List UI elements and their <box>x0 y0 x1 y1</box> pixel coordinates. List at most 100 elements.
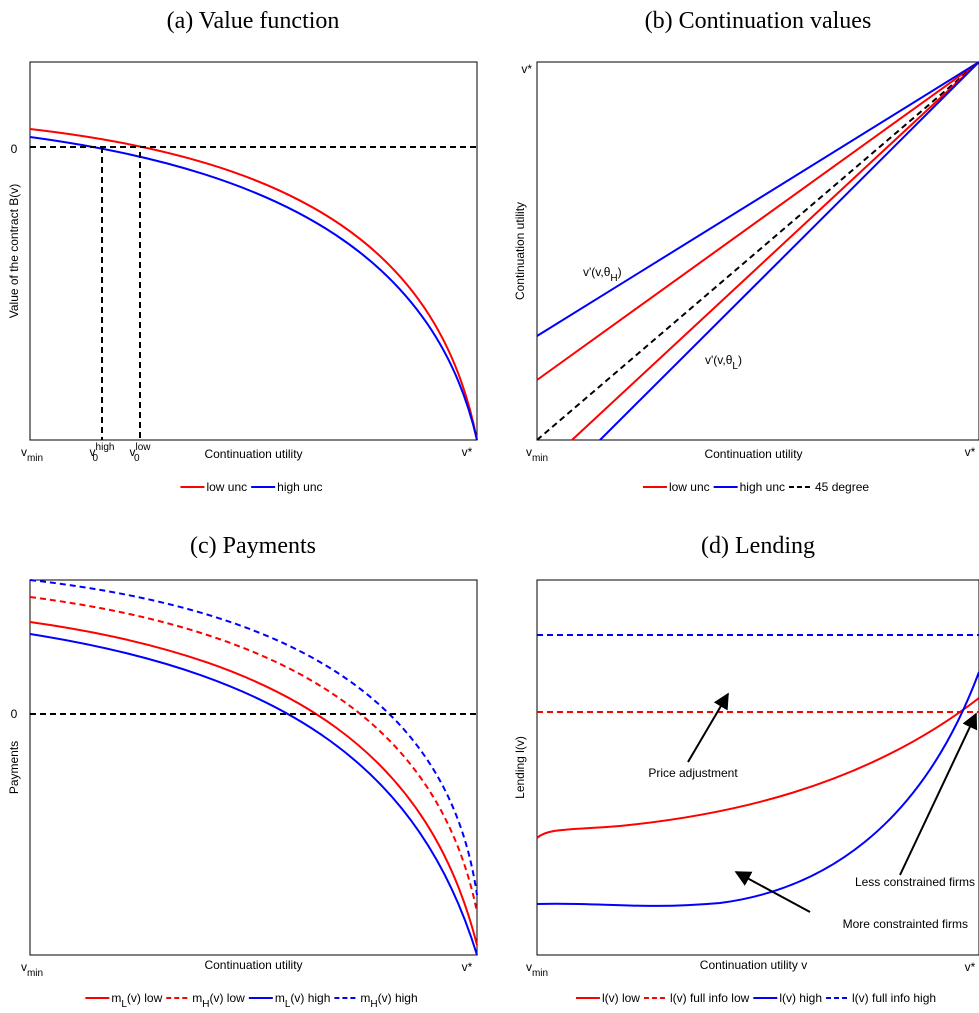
annotation-part: L <box>732 361 738 372</box>
legend-label: low unc <box>669 480 710 494</box>
legend-label-part: (v) low <box>209 991 245 1005</box>
x-tick-label: vmin <box>21 445 43 464</box>
legend-label: high unc <box>740 480 785 494</box>
x-tick-label: vmin <box>526 960 548 979</box>
x-tick-label-part: min <box>27 968 43 979</box>
curve <box>536 61 979 441</box>
curve <box>599 61 979 441</box>
arrow <box>899 712 978 876</box>
curve <box>29 596 478 913</box>
curve <box>536 697 979 839</box>
x-tick-label-part: v* <box>965 960 976 974</box>
legend: low unc high unc <box>180 480 323 494</box>
annotation: More constrainted firms <box>843 917 968 931</box>
annotation-part: ) <box>738 353 742 367</box>
annotation: Less constrained firms <box>855 875 975 889</box>
x-tick-label-part: min <box>532 968 548 979</box>
x-tick-label-part: v* <box>462 960 473 974</box>
x-tick-label: vhigh 0 <box>90 442 115 464</box>
legend-label-part: m <box>111 991 121 1005</box>
x-tick-label-part: v <box>129 445 135 459</box>
y-axis-label: Continuation utility <box>513 202 527 300</box>
curve <box>536 671 979 907</box>
x-tick-label-part: v <box>90 445 96 459</box>
y-tick-label: 0 <box>11 707 18 721</box>
annotation-part: H <box>610 273 617 284</box>
legend-label-part: L <box>121 999 127 1010</box>
x-tick-label: v* <box>965 445 976 459</box>
legend-label: l(v) full info high <box>852 991 936 1005</box>
x-axis-label: Continuation utility <box>704 447 802 461</box>
curve <box>571 61 979 441</box>
panel-title: (d) Lending <box>701 533 815 559</box>
plot-frame <box>536 579 979 956</box>
x-tick-label: vmin <box>526 445 548 464</box>
legend-label: low unc <box>206 480 247 494</box>
legend-label-part: H <box>202 999 209 1010</box>
x-axis-label: Continuation utility v <box>700 958 807 972</box>
curve <box>536 61 979 337</box>
legend-label-part: H <box>370 999 377 1010</box>
x-tick-label-part: low <box>135 442 151 453</box>
x-tick-label-part: 0 <box>92 453 98 464</box>
legend: low unc high unc 45 degree <box>642 480 869 494</box>
legend-label-part: (v) high <box>290 991 330 1005</box>
legend-label: 45 degree <box>815 480 869 494</box>
legend-label: mH(v) low <box>192 991 245 1010</box>
x-axis-label: Continuation utility <box>204 958 302 972</box>
panel-title: (c) Payments <box>190 533 316 559</box>
annotation: Price adjustment <box>648 766 738 780</box>
annotation: v'(v,θL) <box>705 353 742 372</box>
legend-label-part: m <box>192 991 202 1005</box>
panel-title: (a) Value function <box>167 8 340 34</box>
x-tick-label-part: min <box>532 453 548 464</box>
x-tick-label: v* <box>462 960 473 974</box>
x-tick-label: v* <box>462 445 473 459</box>
y-tick-label: 0 <box>11 142 18 156</box>
x-axis-label: Continuation utility <box>204 447 302 461</box>
y-axis-label: Value of the contract B(v) <box>7 184 21 319</box>
arrow <box>734 871 811 913</box>
x-tick-label-part: v <box>21 960 27 974</box>
panel-title: (b) Continuation values <box>645 8 872 34</box>
annotation-part: v'(v,θ <box>705 353 733 367</box>
x-tick-label-part: min <box>27 453 43 464</box>
legend-label: l(v) full info low <box>670 991 750 1005</box>
legend-label: mL(v) low <box>111 991 162 1010</box>
x-tick-label: vlow 0 <box>129 442 151 464</box>
x-tick-label: vmin <box>21 960 43 979</box>
x-tick-label-part: 0 <box>134 453 140 464</box>
plot-frame <box>29 61 478 441</box>
curve <box>536 61 979 381</box>
annotation-part: v'(v,θ <box>583 265 611 279</box>
curve <box>29 579 478 896</box>
annotation: v'(v,θH) <box>583 265 622 284</box>
y-axis-label: Lending l(v) <box>513 736 527 799</box>
x-tick-label-part: v <box>526 960 532 974</box>
legend-label: l(v) high <box>779 991 822 1005</box>
x-tick-label-part: v* <box>965 445 976 459</box>
legend-label: l(v) low <box>602 991 640 1005</box>
curve <box>29 633 478 956</box>
plot-frame <box>29 579 478 956</box>
legend-label: mL(v) high <box>275 991 331 1010</box>
legend-label: mH(v) high <box>360 991 417 1010</box>
x-tick-label-part: v <box>526 445 532 459</box>
curve <box>29 621 478 946</box>
curve <box>29 136 478 441</box>
legend: mL(v) low mH(v) low mL(v) high mH(v) high <box>85 991 418 1010</box>
plot-frame <box>536 61 979 441</box>
legend-label-part: L <box>285 999 291 1010</box>
legend-label-part: m <box>360 991 370 1005</box>
y-tick-label: v* <box>521 62 532 76</box>
arrow <box>687 692 729 763</box>
y-axis-label: Payments <box>7 741 21 794</box>
curve <box>29 128 478 441</box>
legend: l(v) low l(v) full info low l(v) high l(v) … <box>575 991 936 1005</box>
legend-label: high unc <box>277 480 322 494</box>
x-tick-label: v* <box>965 960 976 974</box>
x-tick-label-part: high <box>96 442 115 453</box>
annotation-part: ) <box>618 265 622 279</box>
legend-label-part: m <box>275 991 285 1005</box>
